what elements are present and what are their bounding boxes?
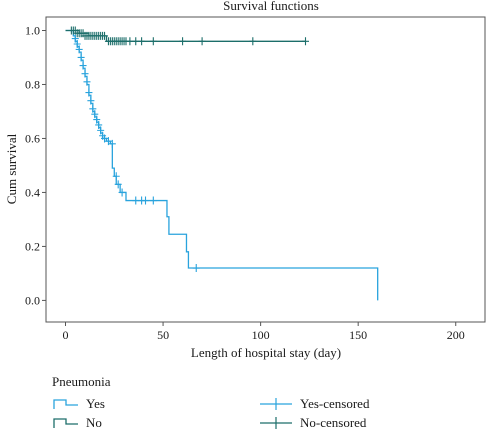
y-tick-label: 0.2 [25,239,40,253]
x-tick-label: 100 [252,328,270,342]
legend-swatch-no [53,418,78,428]
y-tick-label: 0.0 [25,293,40,307]
censor-mark-yes [81,69,89,78]
x-axis: 0 50 100 150 200 [63,322,465,342]
censor-mark-no [301,37,309,46]
legend-label-no-censored: No-censored [300,415,367,430]
y-tick-label: 1.0 [25,23,40,37]
legend: Pneumonia Yes No Yes-censored No-censore… [0,368,486,431]
legend-swatch-no-censored [260,417,292,429]
censor-mark-yes [87,96,95,105]
chart-title: Survival functions [223,0,319,13]
censor-mark-no [126,37,134,46]
x-tick-label: 50 [157,328,169,342]
censor-mark-yes [149,196,157,205]
censor-mark-yes [97,126,105,135]
x-axis-label: Length of hospital stay (day) [191,345,341,360]
censor-mark-no [132,37,140,46]
censor-mark-no [249,37,257,46]
y-tick-label: 0.6 [25,131,40,145]
legend-swatch-yes-censored [260,398,292,410]
legend-item-no-censored: No-censored [258,415,366,431]
censor-mark-no [138,37,146,46]
legend-label-no: No [86,415,102,430]
censor-mark-no [179,37,187,46]
censor-mark-yes [192,264,200,273]
y-axis-label: Cum survival [4,133,19,204]
censor-mark-no [198,37,206,46]
censor-mark-yes [95,120,103,129]
censor-mark-yes [79,61,87,70]
x-tick-label: 0 [63,328,69,342]
censor-mark-yes [73,39,81,48]
legend-item-no: No [52,415,102,431]
legend-swatch-yes [53,399,78,409]
censor-mark-no [101,31,109,40]
y-tick-label: 0.4 [25,185,40,199]
series-layer [65,26,379,301]
legend-label-yes: Yes [86,396,105,411]
censor-mark-yes [89,104,97,113]
censor-mark-yes [75,45,83,54]
legend-label-yes-censored: Yes-censored [300,396,370,411]
censor-mark-yes [77,53,85,62]
censor-mark-yes [142,196,150,205]
censor-mark-yes [112,172,120,181]
censor-mark-yes [101,134,109,143]
censor-mark-no [149,37,157,46]
y-tick-label: 0.8 [25,77,40,91]
legend-item-yes: Yes [52,396,105,412]
censor-mark-yes [108,139,116,148]
km-curve-yes [65,29,379,301]
survival-chart: Survival functions 0 50 100 150 200 0.00.20.… [4,0,486,360]
censor-mark-yes [83,77,91,86]
legend-title: Pneumonia [52,374,111,389]
censor-mark-yes [114,180,122,189]
plot-frame [45,16,486,323]
censor-mark-yes [104,137,112,146]
censor-mark-yes [118,188,126,197]
censor-mark-yes [91,110,99,119]
censor-mark-yes [71,34,79,43]
legend-item-yes-censored: Yes-censored [258,396,369,412]
x-tick-label: 200 [447,328,465,342]
censor-mark-yes [93,115,101,124]
censor-mark-yes [85,88,93,97]
x-tick-label: 150 [349,328,367,342]
censor-mark-yes [132,196,140,205]
y-axis: 0.0 0.2 0.4 0.6 0.8 1.0 [25,23,46,307]
